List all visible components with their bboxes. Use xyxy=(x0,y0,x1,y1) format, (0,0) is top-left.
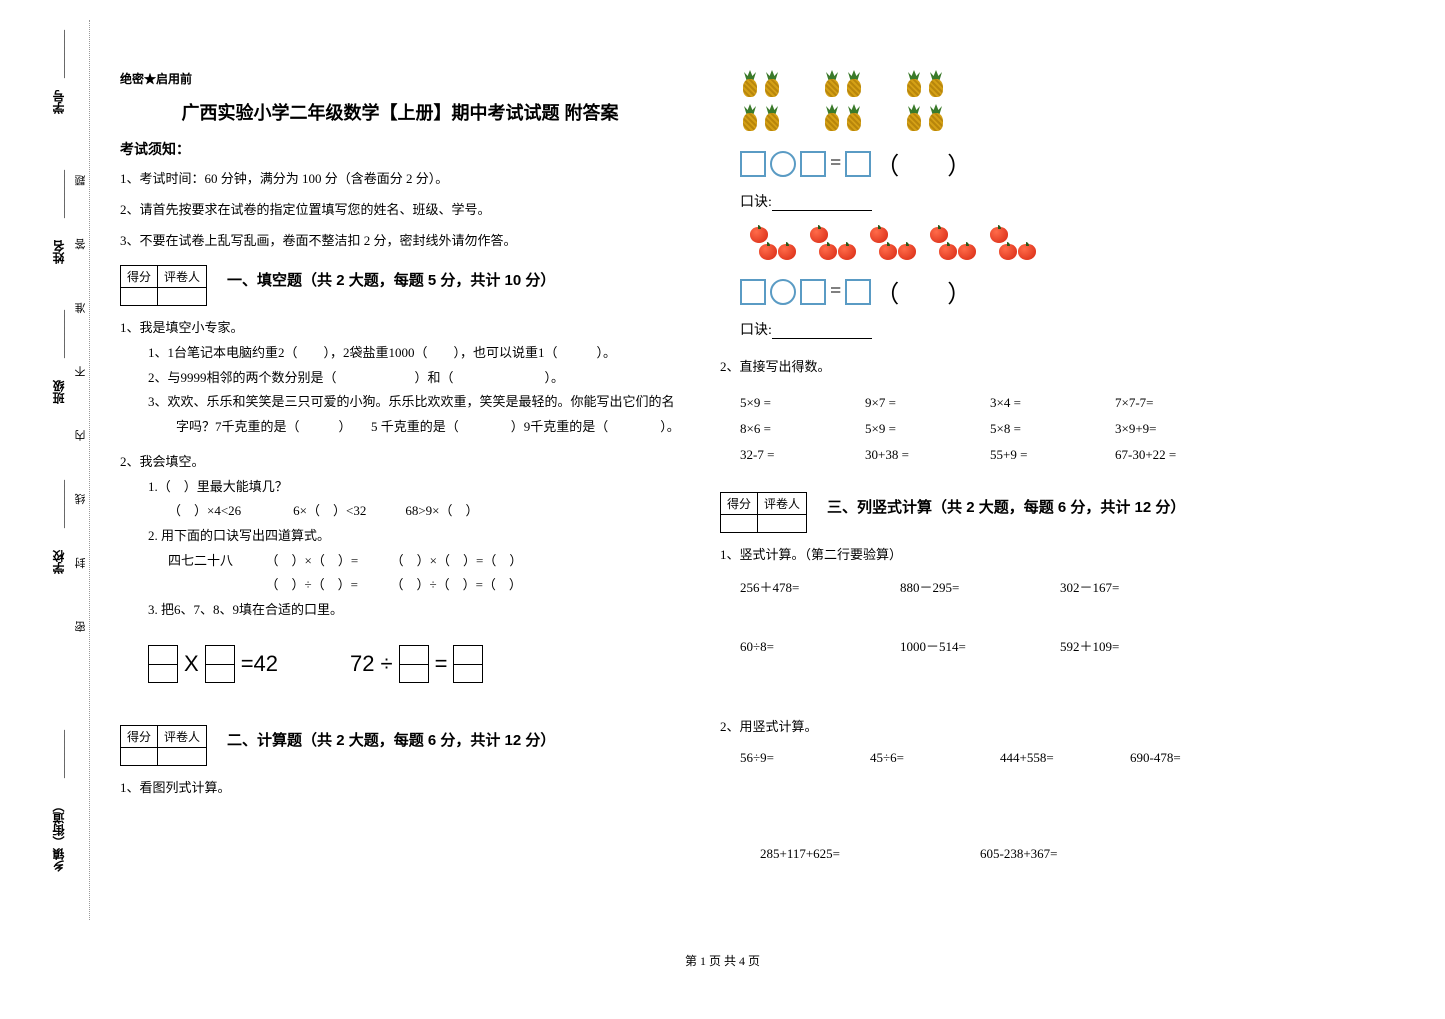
exam-title: 广西实验小学二年级数学【上册】期中考试试题 附答案 xyxy=(120,99,680,125)
blank-box xyxy=(453,645,483,683)
apple-equation: = （ ） xyxy=(740,274,1280,309)
section-2-header: 得分评卷人 二、计算题（共 2 大题，每题 6 分，共计 12 分） xyxy=(120,725,680,766)
blank-box xyxy=(399,645,429,683)
box-equation-1: X =42 72 ÷ = xyxy=(148,645,483,683)
blank-box xyxy=(740,279,766,305)
bind-town: 乡镇（街道） xyxy=(50,800,67,872)
notice-1: 1、考试时间：60 分钟，满分为 100 分（含卷面分 2 分）。 xyxy=(120,169,680,190)
section-1-header: 得分评卷人 一、填空题（共 2 大题，每题 5 分，共计 10 分） xyxy=(120,265,680,306)
blank-circle xyxy=(770,151,796,177)
section-3-title: 三、列竖式计算（共 2 大题，每题 6 分，共计 12 分） xyxy=(827,496,1185,517)
s3-q2-grid2: 285+117+625=605-238+367= xyxy=(760,846,1280,862)
s2-q1: 1、看图列式计算。 xyxy=(120,776,680,801)
s3-q2: 2、用竖式计算。 xyxy=(720,715,1280,740)
pineapple-equation: = （ ） xyxy=(740,146,1280,181)
blank-box xyxy=(740,151,766,177)
seal-line-text: 密 封 线 内 不 准 答 题 xyxy=(73,150,89,632)
blank-box xyxy=(800,151,826,177)
koujue-1: 口诀: xyxy=(740,191,1280,211)
s3-q1-grid: 256＋478=880－295=302－167= 60÷8=1000－514=5… xyxy=(740,577,1280,695)
apple-group xyxy=(750,227,796,260)
pineapple-row-2 xyxy=(740,104,1280,132)
s1-q2: 2、我会填空。 1.（ ）里最大能填几？ （ ）×4<26 6×（ ）<32 6… xyxy=(120,450,680,623)
notice-3: 3、不要在试卷上乱写乱画，卷面不整洁扣 2 分，密封线外请勿作答。 xyxy=(120,231,680,252)
pineapple-icon xyxy=(740,70,760,98)
score-box-1: 得分评卷人 xyxy=(120,265,207,306)
koujue-2: 口诀: xyxy=(740,319,1280,339)
score-box-3: 得分评卷人 xyxy=(720,492,807,533)
blank-circle xyxy=(770,279,796,305)
notice-header: 考试须知： xyxy=(120,139,680,159)
notice-2: 2、请首先按要求在试卷的指定位置填写您的姓名、班级、学号。 xyxy=(120,200,680,221)
s3-q1: 1、竖式计算。（第二行要验算） xyxy=(720,543,1280,568)
section-2-title: 二、计算题（共 2 大题，每题 6 分，共计 12 分） xyxy=(227,729,555,750)
section-3-header: 得分评卷人 三、列竖式计算（共 2 大题，每题 6 分，共计 12 分） xyxy=(720,492,1280,533)
bind-class: 班级 xyxy=(50,380,67,404)
blank-box xyxy=(148,645,178,683)
confidential-label: 绝密★启用前 xyxy=(120,70,680,87)
s2-q2: 2、直接写出得数。 xyxy=(720,355,1280,380)
arith-grid: 5×9 =9×7 =3×4 =7×7-7= 8×6 =5×9 =5×8 =3×9… xyxy=(740,390,1280,468)
blank-box xyxy=(205,645,235,683)
blank-box xyxy=(845,279,871,305)
blank-box xyxy=(845,151,871,177)
pineapple-row-1 xyxy=(740,70,1280,98)
bind-id: 学号 xyxy=(50,90,67,114)
apple-icon xyxy=(750,227,768,243)
s3-q2-grid1: 56÷9=45÷6=444+558=690-478= xyxy=(740,750,1280,806)
blank-box xyxy=(800,279,826,305)
left-column: 绝密★启用前 广西实验小学二年级数学【上册】期中考试试题 附答案 考试须知： 1… xyxy=(120,70,680,862)
page-footer: 第 1 页 共 4 页 xyxy=(0,952,1445,969)
s1-q1: 1、我是填空小专家。 1、1台笔记本电脑约重2（ ），2袋盐重1000（ ），也… xyxy=(120,316,680,439)
section-1-title: 一、填空题（共 2 大题，每题 5 分，共计 10 分） xyxy=(227,269,555,290)
apple-row xyxy=(750,227,1280,260)
bind-name: 姓名 xyxy=(50,240,67,264)
score-box-2: 得分评卷人 xyxy=(120,725,207,766)
bind-school: 学校 xyxy=(50,550,67,574)
right-column: = （ ） 口诀: xyxy=(720,70,1280,862)
exam-page: 绝密★启用前 广西实验小学二年级数学【上册】期中考试试题 附答案 考试须知： 1… xyxy=(120,70,1400,862)
